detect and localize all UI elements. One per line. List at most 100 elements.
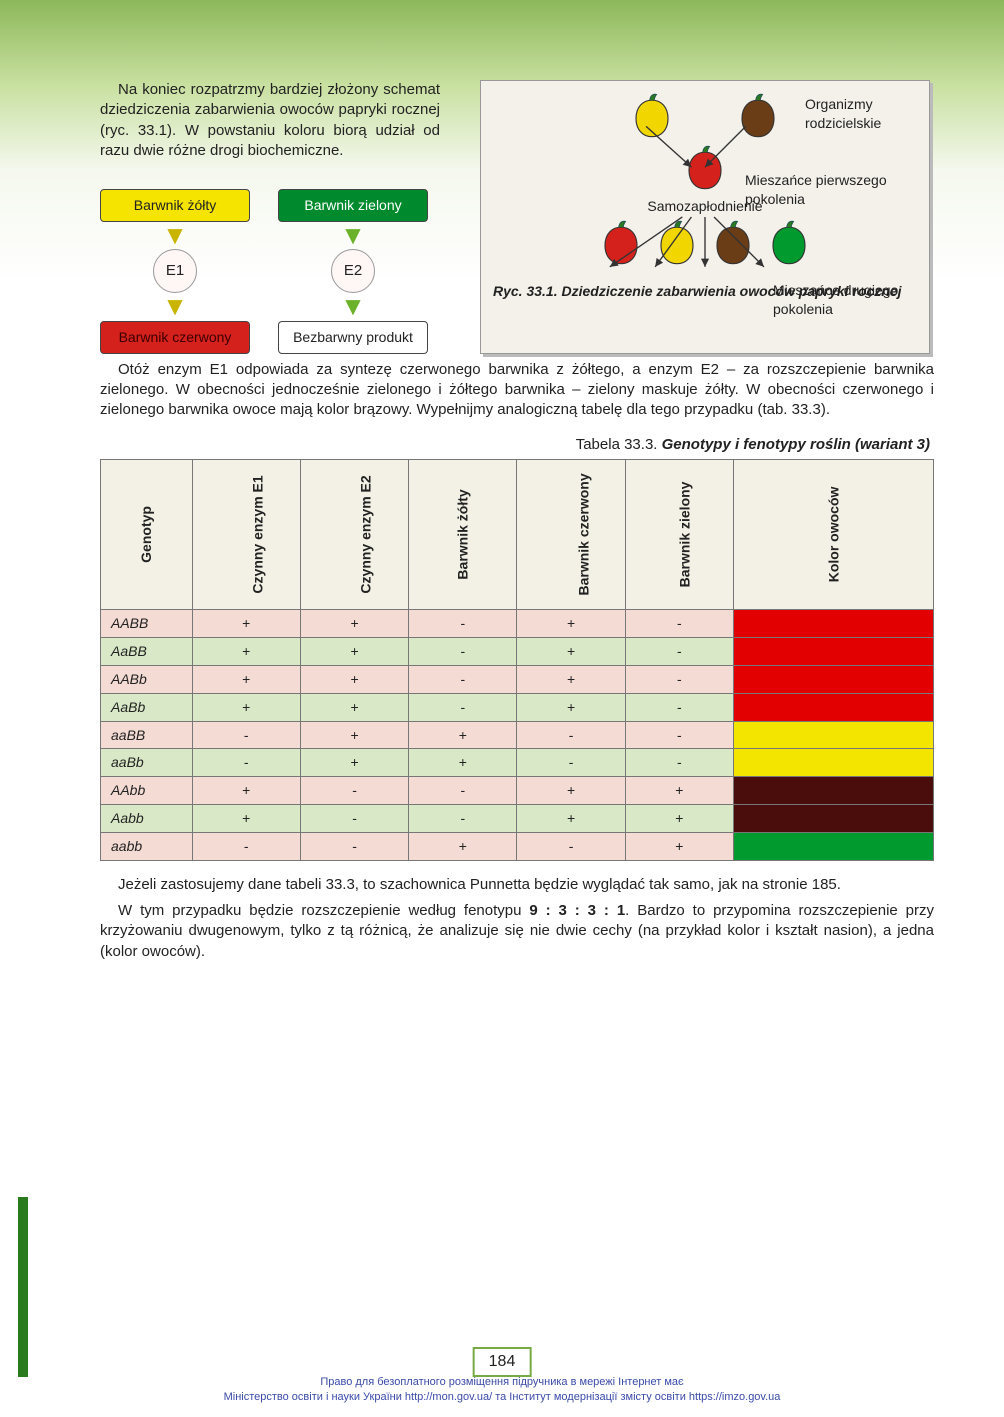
table-cell: - xyxy=(409,609,517,637)
flowchart-diagram: Barwnik żółty ▼ E1 ▼ Barwnik czerwony Ba… xyxy=(100,189,460,354)
pepper-icon xyxy=(682,143,728,191)
table-cell: + xyxy=(300,665,408,693)
decorative-bar xyxy=(18,1197,28,1377)
color-cell xyxy=(734,833,934,861)
table-header: Czynny enzym E1 xyxy=(192,459,300,609)
table-title-prefix: Tabela 33.3. xyxy=(576,436,662,453)
table-cell: - xyxy=(625,637,733,665)
color-cell xyxy=(734,721,934,749)
pepper-icon xyxy=(735,91,781,139)
table-cell: AABB xyxy=(101,609,193,637)
table-cell: + xyxy=(300,609,408,637)
pepper-icon xyxy=(629,91,675,139)
arrow-down-icon: ▼ xyxy=(162,228,188,244)
table-row: aabb--+-+ xyxy=(101,833,934,861)
arrow-down-icon: ▼ xyxy=(340,228,366,244)
table-cell: - xyxy=(625,693,733,721)
footer-line2: Міністерство освіти і науки України http… xyxy=(50,1390,954,1405)
table-cell: - xyxy=(300,833,408,861)
table-header: Czynny enzym E2 xyxy=(300,459,408,609)
table-cell: - xyxy=(300,805,408,833)
table-cell: + xyxy=(517,805,625,833)
table-cell: + xyxy=(625,777,733,805)
table-header: Barwnik czerwony xyxy=(517,459,625,609)
table-cell: - xyxy=(300,777,408,805)
f2-label: Mieszańce drugiego pokolenia xyxy=(773,281,923,319)
table-header: Genotyp xyxy=(101,459,193,609)
table-cell: + xyxy=(517,693,625,721)
table-cell: + xyxy=(517,637,625,665)
footer-line1: Право для безоплатного розміщення підруч… xyxy=(50,1375,954,1390)
table-cell: + xyxy=(409,721,517,749)
enzyme-e2: E2 xyxy=(331,249,375,293)
pepper-icon xyxy=(766,218,812,266)
flow-box-yellow: Barwnik żółty xyxy=(100,189,250,222)
genotype-table: GenotypCzynny enzym E1Czynny enzym E2Bar… xyxy=(100,459,934,861)
table-row: Aabb+--++ xyxy=(101,805,934,833)
table-title-name: Genotypy i fenotypy roślin (wariant 3) xyxy=(662,436,930,453)
footer-note: Право для безоплатного розміщення підруч… xyxy=(50,1375,954,1405)
table-cell: + xyxy=(517,777,625,805)
paragraph-3: Jeżeli zastosujemy dane tabeli 33.3, to … xyxy=(100,875,934,895)
table-cell: aabb xyxy=(101,833,193,861)
table-header-row: GenotypCzynny enzym E1Czynny enzym E2Bar… xyxy=(101,459,934,609)
paragraph-2: Otóż enzym E1 odpowiada za syntezę czerw… xyxy=(100,360,934,421)
table-title: Tabela 33.3. Genotypy i fenotypy roślin … xyxy=(100,435,930,455)
table-cell: - xyxy=(409,693,517,721)
parent-label: Organizmy rodzicielskie xyxy=(805,95,915,133)
table-cell: - xyxy=(409,637,517,665)
flow-box-red: Barwnik czerwony xyxy=(100,321,250,354)
table-cell: AaBb xyxy=(101,693,193,721)
table-cell: AABb xyxy=(101,665,193,693)
table-header: Barwnik żółty xyxy=(409,459,517,609)
table-cell: + xyxy=(192,637,300,665)
p4-pre: W tym przypadku będzie rozszczepienie we… xyxy=(118,902,529,919)
table-header: Barwnik zielony xyxy=(625,459,733,609)
intro-paragraph: Na koniec rozpatrzmy bardziej złożony sc… xyxy=(100,80,440,161)
table-cell: + xyxy=(300,721,408,749)
table-cell: AaBB xyxy=(101,637,193,665)
table-cell: + xyxy=(192,609,300,637)
table-cell: + xyxy=(409,833,517,861)
table-cell: + xyxy=(192,805,300,833)
table-cell: - xyxy=(192,749,300,777)
table-cell: - xyxy=(409,777,517,805)
table-cell: - xyxy=(517,833,625,861)
page-number: 184 xyxy=(473,1347,532,1377)
table-cell: + xyxy=(625,805,733,833)
table-row: AaBb++-+- xyxy=(101,693,934,721)
f1-label: Mieszańce pierwszego pokolenia xyxy=(745,171,915,209)
table-cell: aaBB xyxy=(101,721,193,749)
table-cell: + xyxy=(300,637,408,665)
enzyme-e1: E1 xyxy=(153,249,197,293)
table-cell: - xyxy=(409,665,517,693)
table-cell: + xyxy=(300,749,408,777)
table-cell: AAbb xyxy=(101,777,193,805)
table-cell: - xyxy=(625,749,733,777)
table-cell: - xyxy=(192,833,300,861)
table-cell: + xyxy=(192,693,300,721)
table-cell: + xyxy=(625,833,733,861)
table-cell: - xyxy=(625,665,733,693)
table-cell: - xyxy=(409,805,517,833)
table-cell: Aabb xyxy=(101,805,193,833)
color-cell xyxy=(734,665,934,693)
color-cell xyxy=(734,777,934,805)
table-cell: - xyxy=(192,721,300,749)
color-cell xyxy=(734,805,934,833)
table-cell: + xyxy=(300,693,408,721)
color-cell xyxy=(734,693,934,721)
pepper-icon xyxy=(654,218,700,266)
pepper-icon xyxy=(598,218,644,266)
p4-ratio: 9 : 3 : 3 : 1 xyxy=(529,902,625,919)
table-cell: + xyxy=(517,609,625,637)
figure-33-1: Organizmy rodzicielskie Mieszańce pierws… xyxy=(480,80,930,354)
color-cell xyxy=(734,609,934,637)
table-row: AABb++-+- xyxy=(101,665,934,693)
pepper-icon xyxy=(710,218,756,266)
flow-box-green: Barwnik zielony xyxy=(278,189,428,222)
color-cell xyxy=(734,749,934,777)
table-row: aaBB-++-- xyxy=(101,721,934,749)
table-row: AABB++-+- xyxy=(101,609,934,637)
table-cell: - xyxy=(517,749,625,777)
